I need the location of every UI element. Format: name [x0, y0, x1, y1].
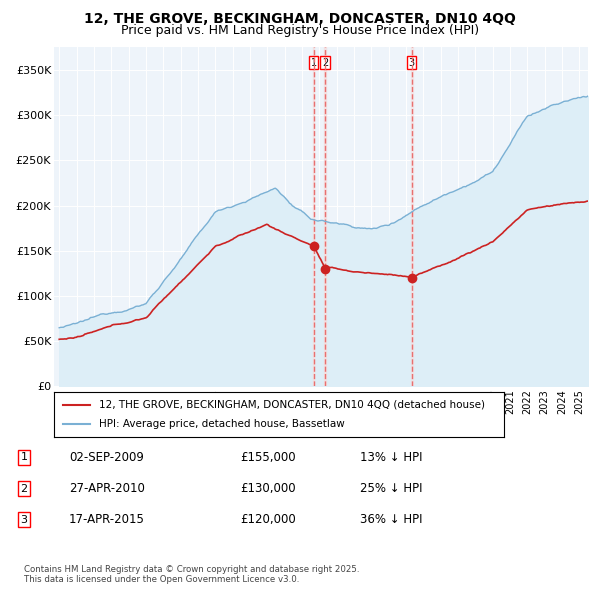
Text: 12, THE GROVE, BECKINGHAM, DONCASTER, DN10 4QQ (detached house): 12, THE GROVE, BECKINGHAM, DONCASTER, DN…	[99, 400, 485, 409]
Text: £155,000: £155,000	[240, 451, 296, 464]
Text: Price paid vs. HM Land Registry's House Price Index (HPI): Price paid vs. HM Land Registry's House …	[121, 24, 479, 37]
Text: 36% ↓ HPI: 36% ↓ HPI	[360, 513, 422, 526]
Text: 17-APR-2015: 17-APR-2015	[69, 513, 145, 526]
Text: 02-SEP-2009: 02-SEP-2009	[69, 451, 144, 464]
Text: 12, THE GROVE, BECKINGHAM, DONCASTER, DN10 4QQ: 12, THE GROVE, BECKINGHAM, DONCASTER, DN…	[84, 12, 516, 26]
Text: 13% ↓ HPI: 13% ↓ HPI	[360, 451, 422, 464]
Bar	[325, 47, 326, 386]
Text: 3: 3	[20, 515, 28, 525]
Text: 2: 2	[322, 58, 328, 68]
Bar	[313, 47, 314, 386]
Text: 3: 3	[409, 58, 415, 68]
Text: £120,000: £120,000	[240, 513, 296, 526]
Text: 25% ↓ HPI: 25% ↓ HPI	[360, 482, 422, 495]
Text: 2: 2	[20, 484, 28, 493]
Text: Contains HM Land Registry data © Crown copyright and database right 2025.
This d: Contains HM Land Registry data © Crown c…	[24, 565, 359, 584]
Text: HPI: Average price, detached house, Bassetlaw: HPI: Average price, detached house, Bass…	[99, 419, 345, 429]
Text: £130,000: £130,000	[240, 482, 296, 495]
Text: 1: 1	[310, 58, 317, 68]
Text: 1: 1	[20, 453, 28, 462]
Text: 27-APR-2010: 27-APR-2010	[69, 482, 145, 495]
Bar	[411, 47, 413, 386]
